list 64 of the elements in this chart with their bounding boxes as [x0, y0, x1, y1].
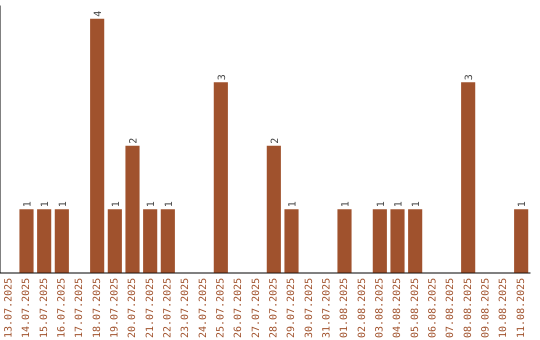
bar	[108, 209, 122, 273]
x-tick-label: 10.08.2025	[498, 278, 510, 338]
x-tick-label: 02.08.2025	[356, 278, 368, 338]
x-tick-label: 19.07.2025	[109, 278, 120, 338]
x-tick-label: 04.08.2025	[392, 278, 404, 338]
x-tick-label: 09.08.2025	[480, 278, 492, 338]
x-tick-label: 16.07.2025	[56, 278, 68, 338]
x-tick-label: 18.07.2025	[92, 278, 103, 338]
data-label: 2	[270, 138, 281, 144]
x-tick-label: 20.07.2025	[127, 278, 138, 338]
data-label: 3	[464, 74, 476, 80]
data-label: 1	[394, 201, 404, 208]
bar	[54, 209, 69, 273]
x-tick-label: 11.08.2025	[516, 278, 527, 338]
x-tick-label: 06.08.2025	[427, 278, 438, 338]
x-tick-label: 24.07.2025	[198, 278, 209, 338]
x-tick-label: 31.07.2025	[321, 278, 332, 338]
bar	[143, 209, 158, 273]
x-tick-label: 30.07.2025	[304, 278, 315, 338]
data-label: 1	[58, 201, 69, 208]
bar	[19, 209, 34, 273]
data-label: 1	[376, 201, 387, 208]
x-tick-label: 29.07.2025	[286, 278, 298, 338]
x-tick-label: 22.07.2025	[162, 278, 174, 338]
x-tick-label: 25.07.2025	[215, 278, 226, 338]
bar	[90, 18, 104, 273]
bar	[408, 209, 422, 273]
x-tick-label: 13.07.2025	[3, 278, 14, 338]
data-label: 1	[110, 201, 122, 208]
x-tick-label: 15.07.2025	[38, 278, 50, 338]
data-label: 4	[93, 10, 104, 17]
x-tick-label: 14.07.2025	[21, 278, 32, 338]
bar	[125, 146, 140, 273]
data-label: 1	[40, 201, 52, 208]
data-label: 1	[340, 201, 352, 208]
x-tick-label: 05.08.2025	[410, 278, 421, 338]
x-tick-label: 23.07.2025	[180, 278, 192, 338]
x-tick-label: 17.07.2025	[74, 278, 86, 338]
data-label: 1	[22, 201, 34, 208]
x-tick-label: 28.07.2025	[268, 278, 280, 338]
data-label: 1	[164, 201, 175, 208]
data-label: 1	[411, 201, 422, 208]
x-tick-label: 07.08.2025	[445, 278, 456, 338]
x-tick-label: 27.07.2025	[250, 278, 262, 338]
bar	[266, 146, 281, 273]
bar	[337, 209, 352, 273]
data-label: 1	[146, 201, 158, 208]
bar	[514, 209, 528, 273]
bar	[284, 209, 299, 273]
bar	[390, 209, 405, 273]
bar	[160, 209, 175, 273]
bar	[461, 82, 476, 273]
x-tick-label: 03.08.2025	[374, 278, 386, 338]
x-tick-label: 08.08.2025	[462, 278, 474, 338]
x-tick-label: 26.07.2025	[233, 278, 244, 338]
bar	[372, 209, 387, 273]
bar	[214, 82, 228, 273]
data-label: 1	[288, 201, 298, 208]
bar	[37, 209, 52, 273]
data-label: 1	[517, 201, 528, 208]
data-label: 3	[216, 74, 228, 80]
data-label: 2	[128, 138, 140, 144]
x-tick-label: 01.08.2025	[339, 278, 350, 338]
x-tick-label: 21.07.2025	[144, 278, 156, 338]
